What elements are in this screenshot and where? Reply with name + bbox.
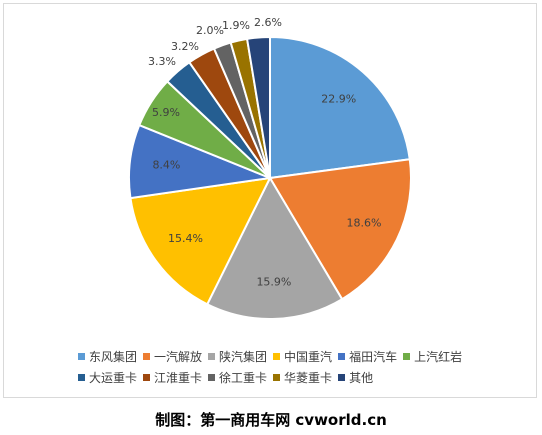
pie-data-label: 8.4% (152, 158, 180, 171)
legend-swatch (78, 353, 85, 360)
legend-item: 中国重汽 (273, 348, 332, 365)
image-caption: 制图：第一商用车网 cvworld.cn (155, 411, 387, 429)
pie-data-label: 5.9% (152, 106, 180, 119)
legend-item: 华菱重卡 (273, 369, 332, 386)
pie-data-label: 3.2% (171, 40, 199, 53)
legend-item: 上汽红岩 (403, 348, 462, 365)
pie-slice (268, 158, 412, 301)
pie-data-label: 15.4% (168, 232, 203, 245)
pie-data-label: 2.0% (196, 24, 224, 37)
legend-item: 江淮重卡 (143, 369, 202, 386)
legend-swatch (338, 374, 346, 381)
legend-item: 大运重卡 (78, 369, 137, 386)
legend-item: 一汽解放 (143, 348, 202, 365)
legend-swatch (208, 353, 216, 360)
legend-item: 福田汽车 (338, 348, 397, 365)
legend-item: 陕汽集团 (208, 348, 267, 365)
legend-row: 大运重卡 江淮重卡 徐工重卡 华菱重卡 其他 (78, 367, 478, 388)
pie-slice (205, 175, 344, 320)
pie-data-label: 18.6% (346, 216, 381, 229)
pie-data-labels: 22.9% 18.6% 15.9% 15.4% 8.4% 5.9% 3.3% 3.2% 2.0%… (148, 16, 381, 288)
pie-data-label: 2.6% (254, 16, 282, 29)
legend-label: 陕汽集团 (219, 350, 268, 364)
pie-data-label: 22.9% (321, 92, 356, 105)
legend-swatch (273, 374, 281, 381)
legend-label: 中国重汽 (284, 350, 333, 364)
legend-item: 其他 (338, 369, 373, 386)
legend-label: 东风集团 (89, 350, 138, 364)
chart-legend: 东风集团 一汽解放 陕汽集团 中国重汽 福田汽车 上汽红岩 大运重卡 江淮重卡 徐工重卡 华菱重… (78, 346, 478, 388)
legend-label: 一汽解放 (154, 350, 203, 364)
legend-swatch (273, 353, 281, 360)
pie-slice (245, 35, 271, 179)
legend-item: 徐工重卡 (208, 369, 267, 386)
pie-data-label: 15.9% (256, 275, 291, 288)
legend-row: 东风集团 一汽解放 陕汽集团 中国重汽 福田汽车 上汽红岩 (78, 346, 478, 367)
legend-item: 东风集团 (78, 348, 137, 365)
pie-data-label: 1.9% (222, 19, 250, 32)
pie-data-label: 3.3% (148, 55, 176, 68)
legend-label: 华菱重卡 (284, 371, 333, 385)
pie-slice (129, 176, 272, 306)
legend-label: 其他 (349, 371, 374, 385)
legend-swatch (143, 374, 151, 381)
pie-slice (269, 35, 411, 180)
legend-swatch (143, 353, 151, 360)
pie-slices (128, 35, 412, 320)
legend-swatch (403, 353, 411, 360)
legend-label: 福田汽车 (349, 350, 398, 364)
legend-label: 大运重卡 (89, 371, 138, 385)
legend-label: 徐工重卡 (219, 371, 268, 385)
legend-label: 江淮重卡 (154, 371, 203, 385)
legend-label: 上汽红岩 (414, 350, 463, 364)
legend-swatch (338, 353, 346, 360)
legend-swatch (78, 374, 85, 381)
legend-swatch (208, 374, 216, 381)
pie-chart: 22.9% 18.6% 15.9% 15.4% 8.4% 5.9% 3.3% 3.2% 2.0%… (128, 16, 412, 320)
